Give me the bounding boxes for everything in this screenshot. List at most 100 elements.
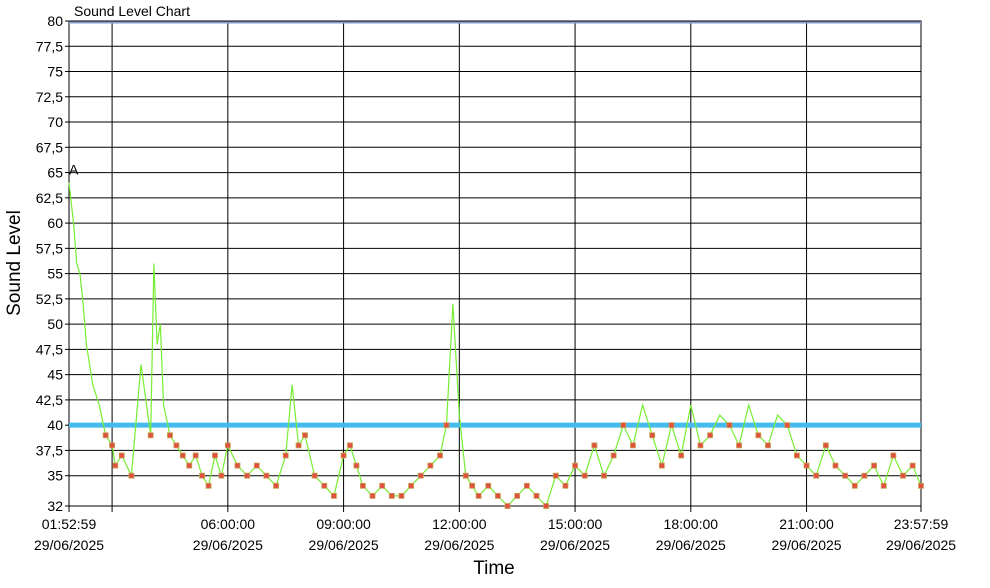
data-point bbox=[842, 472, 849, 479]
x-axis: 01:52:59 29/06/2025 06:00:00 29/06/2025 09:0… bbox=[34, 506, 956, 553]
y-tick-label: 55 bbox=[47, 266, 63, 282]
data-point bbox=[340, 452, 347, 459]
data-point bbox=[552, 472, 559, 479]
data-point bbox=[649, 432, 656, 439]
x-tick-date-label: 29/06/2025 bbox=[540, 537, 610, 553]
data-point bbox=[581, 472, 588, 479]
data-point bbox=[179, 452, 186, 459]
data-point bbox=[244, 472, 251, 479]
data-point bbox=[601, 472, 607, 479]
data-point bbox=[736, 442, 742, 449]
data-point bbox=[658, 462, 665, 469]
data-point bbox=[832, 462, 839, 469]
data-point bbox=[167, 432, 173, 439]
data-point bbox=[311, 472, 318, 479]
data-point bbox=[427, 462, 434, 469]
data-point bbox=[417, 472, 424, 479]
x-tick-date-label: 29/06/2025 bbox=[309, 537, 379, 553]
data-point bbox=[543, 503, 550, 509]
data-point bbox=[533, 492, 540, 499]
y-tick-label: 70 bbox=[47, 114, 63, 130]
data-point bbox=[302, 432, 308, 439]
x-tick-time-label: 06:00:00 bbox=[201, 516, 256, 532]
y-tick-label: 52,5 bbox=[36, 291, 63, 307]
x-tick-time-label: 23:57:59 bbox=[894, 516, 949, 532]
data-point bbox=[851, 482, 858, 489]
data-point bbox=[784, 422, 791, 429]
data-point bbox=[707, 432, 714, 439]
data-point bbox=[353, 462, 360, 469]
data-point bbox=[295, 442, 302, 449]
data-point bbox=[263, 472, 270, 479]
annotation-label: A bbox=[69, 162, 79, 178]
data-point bbox=[369, 492, 376, 499]
data-point bbox=[388, 492, 395, 499]
series-sound-level bbox=[68, 182, 924, 509]
x-tick-date-label: 29/06/2025 bbox=[424, 537, 494, 553]
data-point bbox=[523, 482, 530, 489]
data-point bbox=[630, 442, 636, 449]
data-point bbox=[880, 482, 887, 489]
data-point bbox=[109, 442, 115, 449]
y-tick-label: 47,5 bbox=[36, 341, 63, 357]
data-point bbox=[514, 492, 521, 499]
y-tick-label: 62,5 bbox=[36, 190, 63, 206]
data-point bbox=[794, 452, 800, 459]
data-point bbox=[668, 422, 675, 429]
data-point bbox=[128, 472, 135, 479]
data-point bbox=[173, 442, 180, 449]
x-tick-date-label: 29/06/2025 bbox=[656, 537, 726, 553]
y-axis: 80 77,5 75 72,5 70 67,5 65 62,5 60 57,5 55 52,5 50 47… bbox=[36, 13, 69, 514]
data-point bbox=[273, 482, 279, 489]
y-tick-label: 60 bbox=[47, 215, 63, 231]
data-point bbox=[485, 482, 492, 489]
data-point bbox=[186, 462, 193, 469]
data-point bbox=[726, 422, 733, 429]
plot-area bbox=[68, 20, 922, 507]
x-tick-date-label: 29/06/2025 bbox=[34, 537, 104, 553]
data-point bbox=[678, 452, 685, 459]
data-point bbox=[398, 492, 405, 499]
y-tick-label: 80 bbox=[47, 13, 63, 29]
data-point bbox=[475, 492, 482, 499]
data-point bbox=[572, 462, 578, 469]
x-tick-time-label: 18:00:00 bbox=[664, 516, 719, 532]
data-point bbox=[379, 482, 386, 489]
x-tick-date-label: 29/06/2025 bbox=[886, 537, 956, 553]
data-point bbox=[755, 432, 762, 439]
y-tick-label: 72,5 bbox=[36, 89, 63, 105]
x-tick-time-label: 01:52:59 bbox=[42, 516, 97, 532]
data-point bbox=[495, 492, 501, 499]
data-point bbox=[469, 482, 476, 489]
data-point bbox=[321, 482, 328, 489]
data-point bbox=[224, 442, 231, 449]
x-tick-date-label: 29/06/2025 bbox=[772, 537, 842, 553]
data-point bbox=[813, 472, 820, 479]
y-tick-label: 65 bbox=[47, 165, 63, 181]
data-point bbox=[359, 482, 366, 489]
y-tick-label: 45 bbox=[47, 367, 63, 383]
data-point bbox=[205, 482, 212, 489]
data-point bbox=[147, 432, 154, 439]
data-point bbox=[900, 472, 906, 479]
x-axis-title: Time bbox=[473, 558, 515, 579]
data-point bbox=[212, 452, 218, 459]
data-point bbox=[112, 462, 119, 469]
x-tick-date-label: 29/06/2025 bbox=[193, 537, 263, 553]
data-point bbox=[462, 472, 469, 479]
data-point bbox=[192, 452, 199, 459]
y-tick-label: 42,5 bbox=[36, 392, 63, 408]
data-point bbox=[822, 442, 829, 449]
data-point bbox=[331, 492, 337, 499]
data-point bbox=[620, 422, 627, 429]
data-point bbox=[890, 452, 897, 459]
data-point bbox=[408, 482, 414, 489]
data-point bbox=[282, 452, 289, 459]
data-point bbox=[562, 482, 569, 489]
data-point bbox=[909, 462, 916, 469]
data-point bbox=[102, 432, 109, 439]
x-tick-time-label: 12:00:00 bbox=[432, 516, 487, 532]
data-point bbox=[610, 452, 617, 459]
y-tick-label: 40 bbox=[47, 417, 63, 433]
y-tick-label: 67,5 bbox=[36, 139, 63, 155]
